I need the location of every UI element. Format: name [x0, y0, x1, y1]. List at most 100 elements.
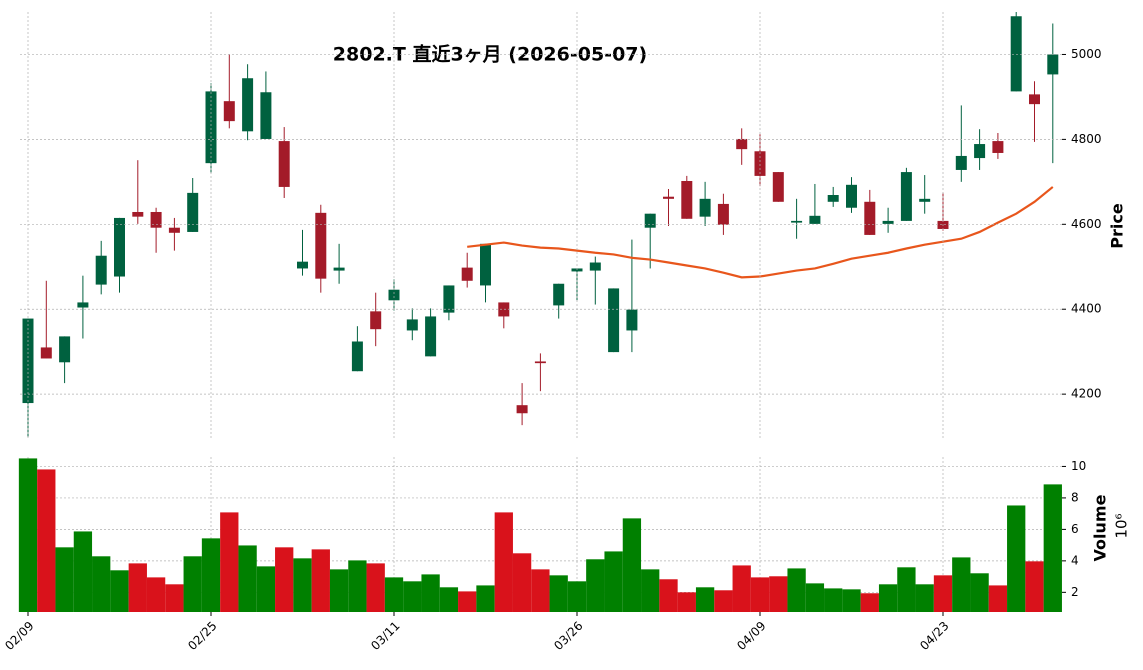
volume-bar: [952, 557, 971, 612]
y-tick-label: 4200: [1071, 387, 1102, 401]
candle-body: [40, 347, 52, 359]
volume-bar: [787, 568, 806, 612]
volume-bar: [329, 569, 349, 612]
candle-body: [333, 267, 345, 271]
volume-bar: [73, 531, 93, 612]
x-tick-label: 03/26: [551, 619, 585, 653]
candle-body: [553, 283, 565, 306]
volume-bar: [494, 512, 513, 612]
y-axis-label: Volume: [1091, 494, 1110, 561]
volume-bar: [146, 577, 166, 612]
candle-body: [681, 180, 693, 219]
candle-body: [1029, 94, 1040, 105]
volume-bar: [659, 579, 678, 612]
volume-bar: [92, 556, 111, 612]
candle-body: [370, 311, 382, 330]
volume-bar: [293, 558, 312, 612]
candle-body: [846, 184, 857, 208]
volume-bar: [366, 563, 385, 612]
volume-bar: [695, 587, 715, 612]
volume-bar: [842, 589, 861, 612]
volume-bar: [1007, 505, 1026, 612]
y-tick-label: 4: [1071, 553, 1079, 567]
chart-title: 2802.T 直近3ヶ月 (2026-05-07): [333, 43, 647, 66]
volume-bar: [604, 551, 623, 612]
volume-bar: [165, 584, 184, 612]
candle-body: [1010, 16, 1022, 92]
candle-body: [717, 203, 729, 225]
y-tick-label: 6: [1071, 522, 1079, 536]
volume-bar: [55, 547, 74, 612]
candle-body: [534, 361, 546, 364]
y-tick-label: 8: [1071, 490, 1079, 504]
x-tick-label: 03/11: [368, 619, 402, 653]
volume-bar: [933, 575, 953, 612]
volume-bar: [311, 549, 330, 612]
y-axis-label: Price: [1108, 203, 1127, 249]
y-tick-label: 10: [1071, 459, 1086, 473]
volume-bar: [531, 569, 550, 612]
candle-body: [406, 319, 418, 331]
volume-bar: [256, 566, 276, 612]
candle-body: [168, 227, 180, 233]
candle-body: [809, 215, 821, 224]
volume-bar: [549, 575, 568, 612]
volume-bar: [110, 570, 129, 612]
candle-body: [955, 155, 967, 170]
y-tick-label: 5000: [1071, 47, 1102, 61]
candle-body: [754, 151, 766, 176]
candle-body: [59, 336, 71, 363]
x-tick-label: 04/23: [917, 619, 951, 653]
candle-body: [699, 198, 711, 217]
candle-body: [315, 212, 327, 279]
volume-bar: [275, 547, 294, 612]
candle-body: [626, 309, 638, 331]
volume-bar: [37, 469, 56, 612]
volume-bar: [1043, 484, 1062, 612]
volume-bar: [220, 512, 239, 612]
volume-bar: [238, 545, 257, 612]
candle-body: [589, 262, 601, 271]
volume-bar: [915, 584, 934, 612]
volume-bar: [750, 577, 770, 612]
volume-bar: [897, 567, 916, 612]
candle-body: [864, 201, 876, 235]
candle-body: [351, 341, 363, 372]
volume-bar: [714, 590, 733, 612]
candle-body: [278, 141, 290, 187]
candle-body: [223, 101, 235, 122]
volume-bar: [970, 573, 989, 612]
candle-body: [772, 172, 784, 202]
volume-bar: [183, 556, 202, 612]
volume-bar: [421, 574, 440, 612]
candle-body: [388, 289, 400, 301]
volume-bar: [403, 581, 422, 612]
candle-body: [663, 196, 674, 199]
y-tick-label: 4600: [1071, 217, 1102, 231]
candle-body: [114, 217, 125, 277]
volume-bar: [439, 587, 459, 612]
candle-body: [132, 211, 144, 217]
volume-bar: [988, 585, 1008, 612]
volume-bar: [476, 585, 495, 612]
candle-body: [297, 261, 308, 269]
candle-body: [242, 78, 254, 132]
candle-body: [900, 172, 912, 221]
candle-body: [205, 91, 217, 164]
candle-body: [882, 220, 894, 224]
y-tick-label: 4400: [1071, 302, 1102, 316]
candle-body: [150, 211, 162, 228]
volume-bar: [1025, 561, 1044, 612]
volume-bar: [512, 553, 532, 612]
volume-bar: [677, 592, 696, 612]
volume-bar: [201, 538, 221, 612]
candle-body: [827, 195, 839, 202]
volume-bar: [18, 458, 38, 612]
volume-bar: [567, 581, 587, 612]
candle-body: [992, 141, 1004, 153]
candle-body: [919, 198, 931, 202]
y-scale-label: 10⁶: [1113, 513, 1131, 538]
volume-bar: [458, 591, 477, 612]
candle-body: [791, 220, 803, 223]
